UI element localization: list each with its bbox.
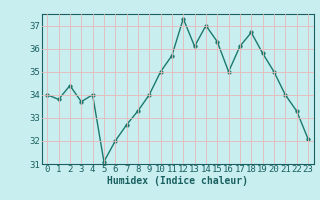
X-axis label: Humidex (Indice chaleur): Humidex (Indice chaleur)	[107, 176, 248, 186]
